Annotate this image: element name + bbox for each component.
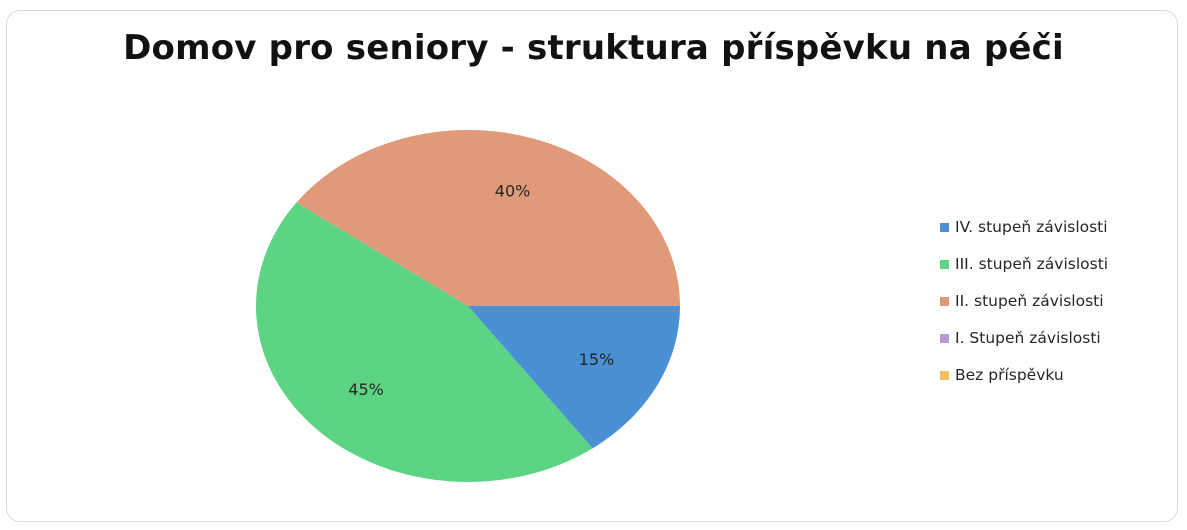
legend-item-3: II. stupeň závislosti: [940, 290, 1180, 312]
legend-item-4: I. Stupeň závislosti: [940, 327, 1180, 349]
legend-swatch-2: [940, 259, 949, 269]
data-label-2: 45%: [348, 380, 384, 399]
pie-slice-3: [296, 130, 680, 306]
chart-title: Domov pro seniory - struktura příspěvku …: [123, 28, 1064, 68]
pie-data-labels: 15% 45% 40%: [348, 182, 614, 399]
data-label-1: 15%: [579, 350, 615, 369]
legend-swatch-5: [940, 370, 949, 380]
legend-label-1: IV. stupeň závislosti: [955, 218, 1108, 236]
chart-legend: IV. stupeň závislosti III. stupeň závislo…: [940, 216, 1180, 401]
data-label-3: 40%: [495, 182, 531, 201]
legend-item-5: Bez příspěvku: [940, 364, 1180, 386]
pie-slice-1: [468, 306, 680, 449]
legend-swatch-3: [940, 296, 949, 306]
legend-item-2: III. stupeň závislosti: [940, 253, 1180, 275]
legend-label-2: III. stupeň závislosti: [955, 255, 1109, 273]
legend-label-5: Bez příspěvku: [955, 366, 1064, 384]
pie-slices: [256, 130, 680, 483]
pie-slice-2: [256, 202, 593, 483]
legend-label-3: II. stupeň závislosti: [955, 292, 1104, 310]
legend-swatch-1: [940, 222, 949, 232]
legend-item-1: IV. stupeň závislosti: [940, 216, 1180, 238]
legend-swatch-4: [940, 333, 949, 343]
legend-label-4: I. Stupeň závislosti: [955, 329, 1101, 347]
